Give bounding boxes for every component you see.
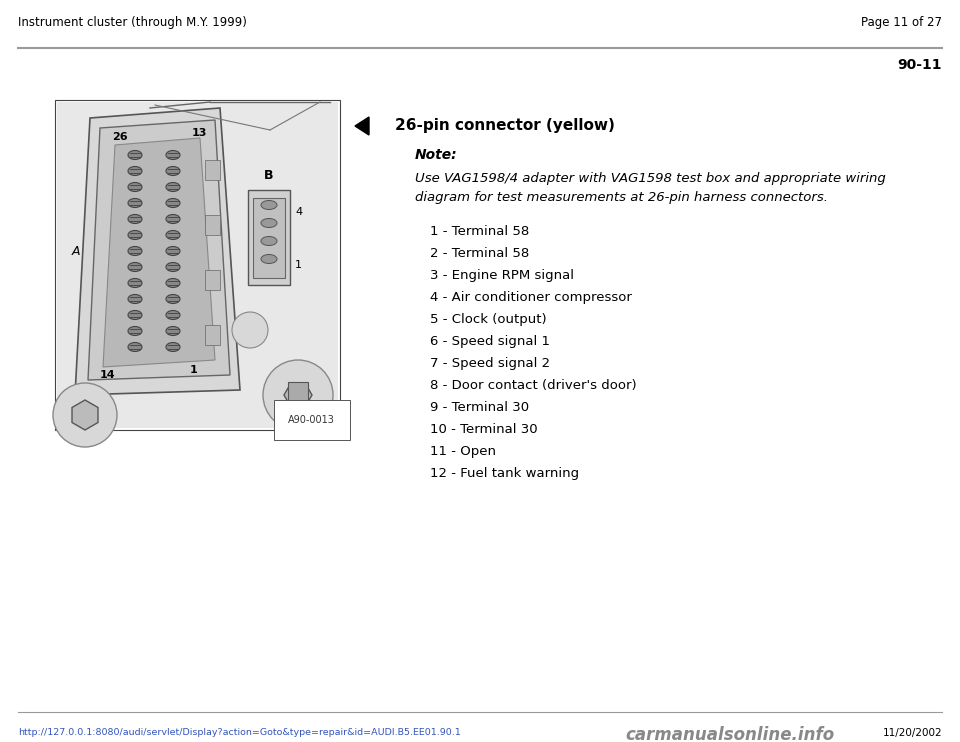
Polygon shape bbox=[72, 400, 98, 430]
Polygon shape bbox=[88, 120, 230, 380]
Text: 1: 1 bbox=[190, 365, 198, 375]
Ellipse shape bbox=[128, 151, 142, 160]
Ellipse shape bbox=[166, 199, 180, 208]
Ellipse shape bbox=[128, 263, 142, 272]
Text: 1 - Terminal 58: 1 - Terminal 58 bbox=[430, 225, 529, 238]
Ellipse shape bbox=[166, 263, 180, 272]
Text: 12 - Fuel tank warning: 12 - Fuel tank warning bbox=[430, 467, 579, 480]
Text: 90-11: 90-11 bbox=[898, 58, 942, 72]
Polygon shape bbox=[284, 383, 312, 407]
Ellipse shape bbox=[166, 295, 180, 303]
Text: Use VAG1598/4 adapter with VAG1598 test box and appropriate wiring
diagram for t: Use VAG1598/4 adapter with VAG1598 test … bbox=[415, 172, 886, 204]
Text: 11/20/2002: 11/20/2002 bbox=[882, 728, 942, 738]
Ellipse shape bbox=[166, 151, 180, 160]
Bar bbox=[248, 190, 290, 285]
Ellipse shape bbox=[261, 237, 277, 246]
Text: 10 - Terminal 30: 10 - Terminal 30 bbox=[430, 423, 538, 436]
Ellipse shape bbox=[261, 200, 277, 209]
Ellipse shape bbox=[128, 183, 142, 191]
Text: 26-pin connector (yellow): 26-pin connector (yellow) bbox=[395, 118, 614, 133]
Ellipse shape bbox=[166, 231, 180, 240]
Text: http://127.0.0.1:8080/audi/servlet/Display?action=Goto&type=repair&id=AUDI.B5.EE: http://127.0.0.1:8080/audi/servlet/Displ… bbox=[18, 728, 461, 737]
Bar bbox=[205, 270, 220, 290]
Text: 8 - Door contact (driver's door): 8 - Door contact (driver's door) bbox=[430, 379, 636, 392]
Bar bbox=[253, 198, 285, 278]
Text: 6 - Speed signal 1: 6 - Speed signal 1 bbox=[430, 335, 550, 348]
Polygon shape bbox=[75, 108, 240, 395]
Text: 13: 13 bbox=[192, 128, 207, 138]
Ellipse shape bbox=[128, 295, 142, 303]
Text: 7 - Speed signal 2: 7 - Speed signal 2 bbox=[430, 357, 550, 370]
Ellipse shape bbox=[128, 310, 142, 320]
Text: 4 - Air conditioner compressor: 4 - Air conditioner compressor bbox=[430, 291, 632, 304]
Ellipse shape bbox=[166, 166, 180, 176]
Ellipse shape bbox=[261, 218, 277, 228]
Bar bbox=[57, 102, 338, 428]
Ellipse shape bbox=[128, 166, 142, 176]
Ellipse shape bbox=[166, 278, 180, 287]
Bar bbox=[205, 325, 220, 345]
Text: 3 - Engine RPM signal: 3 - Engine RPM signal bbox=[430, 269, 574, 282]
Ellipse shape bbox=[128, 246, 142, 255]
Ellipse shape bbox=[166, 343, 180, 352]
Text: 1: 1 bbox=[295, 260, 302, 270]
Text: Page 11 of 27: Page 11 of 27 bbox=[861, 16, 942, 29]
Text: 4: 4 bbox=[295, 207, 302, 217]
Ellipse shape bbox=[166, 326, 180, 335]
Text: 26: 26 bbox=[112, 132, 128, 142]
Text: A: A bbox=[71, 245, 80, 258]
Ellipse shape bbox=[128, 343, 142, 352]
Ellipse shape bbox=[128, 326, 142, 335]
Ellipse shape bbox=[166, 183, 180, 191]
Circle shape bbox=[232, 312, 268, 348]
Text: 11 - Open: 11 - Open bbox=[430, 445, 496, 458]
Bar bbox=[205, 160, 220, 180]
Ellipse shape bbox=[128, 231, 142, 240]
Ellipse shape bbox=[166, 310, 180, 320]
Bar bbox=[288, 382, 308, 408]
Text: carmanualsonline.info: carmanualsonline.info bbox=[625, 726, 834, 742]
Circle shape bbox=[53, 383, 117, 447]
Text: B: B bbox=[264, 169, 274, 182]
Bar bbox=[55, 100, 340, 430]
Polygon shape bbox=[103, 138, 215, 367]
Text: 5 - Clock (output): 5 - Clock (output) bbox=[430, 313, 546, 326]
Ellipse shape bbox=[128, 199, 142, 208]
Polygon shape bbox=[355, 117, 369, 135]
Ellipse shape bbox=[166, 246, 180, 255]
Ellipse shape bbox=[166, 214, 180, 223]
Circle shape bbox=[263, 360, 333, 430]
Text: Note:: Note: bbox=[415, 148, 458, 162]
Bar bbox=[205, 215, 220, 235]
Text: 14: 14 bbox=[100, 370, 115, 380]
Text: 9 - Terminal 30: 9 - Terminal 30 bbox=[430, 401, 529, 414]
Ellipse shape bbox=[128, 278, 142, 287]
Text: Instrument cluster (through M.Y. 1999): Instrument cluster (through M.Y. 1999) bbox=[18, 16, 247, 29]
Ellipse shape bbox=[261, 255, 277, 263]
Ellipse shape bbox=[128, 214, 142, 223]
Text: 2 - Terminal 58: 2 - Terminal 58 bbox=[430, 247, 529, 260]
Text: A90-0013: A90-0013 bbox=[288, 415, 335, 425]
